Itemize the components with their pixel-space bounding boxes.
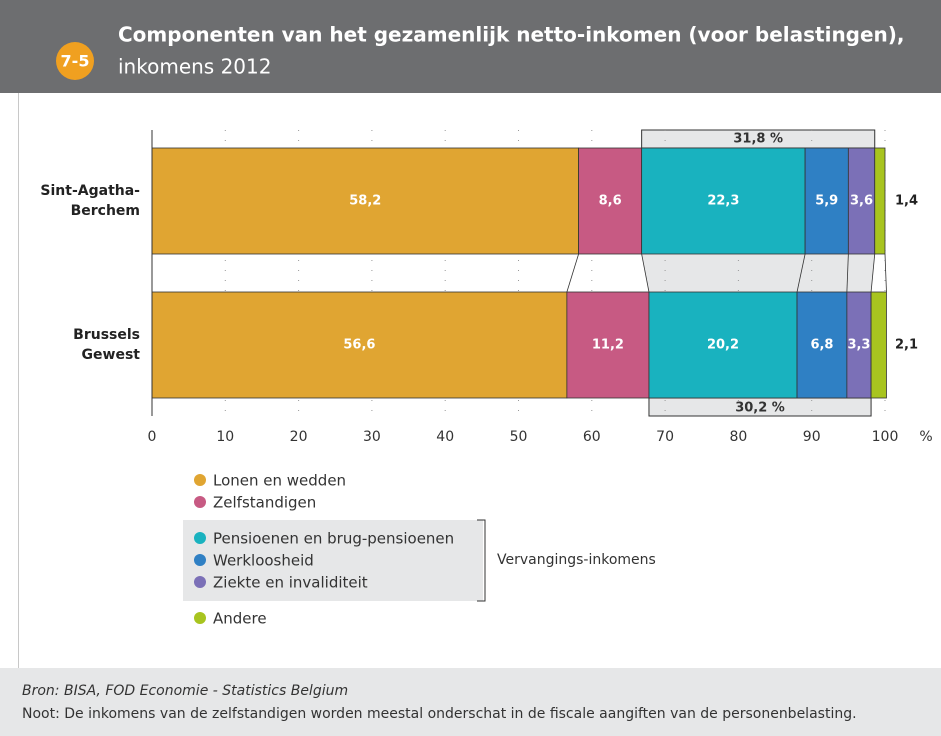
legend-label: Lonen en wedden xyxy=(213,472,346,490)
legend-label: Werkloosheid xyxy=(213,552,314,570)
value-label: 6,8 xyxy=(810,338,833,353)
x-tick-label: 20 xyxy=(290,429,308,445)
bar-segment xyxy=(804,147,849,255)
x-tick-label: 70 xyxy=(656,429,674,445)
x-tick-label: 80 xyxy=(729,429,747,445)
group-connector xyxy=(641,254,875,292)
chart-subtitle: inkomens 2012 xyxy=(118,55,271,79)
value-label: 22,3 xyxy=(707,194,739,209)
bar-segment xyxy=(648,291,798,399)
connector xyxy=(641,253,650,293)
header-band xyxy=(0,0,941,93)
chart-title: Componenten van het gezamenlijk netto-in… xyxy=(118,23,905,47)
value-label: 3,6 xyxy=(850,194,873,209)
legend-bracket xyxy=(477,519,486,602)
legend-label: Zelfstandigen xyxy=(213,494,316,512)
connector xyxy=(566,253,579,293)
x-tick-label: 50 xyxy=(510,429,528,445)
bar-segment xyxy=(566,291,650,399)
x-tick-label: 10 xyxy=(216,429,234,445)
legend-swatch xyxy=(194,576,206,588)
value-label: 20,2 xyxy=(707,338,739,353)
x-tick-label: 90 xyxy=(803,429,821,445)
connector xyxy=(884,253,887,293)
value-label: 8,6 xyxy=(599,194,622,209)
footer-band xyxy=(0,668,941,736)
legend-swatch xyxy=(194,612,206,624)
legend-label: Andere xyxy=(213,610,267,628)
connector xyxy=(846,253,849,293)
legend-group-label: Vervangings-inkomens xyxy=(497,552,656,568)
value-label: 11,2 xyxy=(592,338,624,353)
x-tick-label: 60 xyxy=(583,429,601,445)
legend-swatch xyxy=(194,532,206,544)
x-tick-label: 100 xyxy=(872,429,899,445)
connector xyxy=(870,253,876,293)
value-label: 2,1 xyxy=(895,338,918,353)
legend-label: Ziekte en invaliditeit xyxy=(213,574,368,592)
value-label: 58,2 xyxy=(349,194,381,209)
legend-swatch xyxy=(194,496,206,508)
x-tick-label: 40 xyxy=(436,429,454,445)
value-label: 3,3 xyxy=(847,338,870,353)
badge-text: 7-5 xyxy=(61,52,90,71)
bar-segment xyxy=(847,147,876,255)
left-border xyxy=(18,93,19,668)
bar-segment xyxy=(874,147,886,255)
bar-segment xyxy=(846,291,872,399)
source: Bron: BISA, FOD Economie - Statistics Be… xyxy=(22,683,348,699)
badge xyxy=(56,42,94,80)
legend-swatch xyxy=(194,554,206,566)
value-label: 1,4 xyxy=(895,194,918,209)
group-total-label: 31,8 % xyxy=(733,132,783,147)
bar-segment xyxy=(641,147,806,255)
bar-segment xyxy=(578,147,643,255)
bar-segment xyxy=(870,291,887,399)
connector xyxy=(796,253,806,293)
group-total-label: 30,2 % xyxy=(735,401,785,416)
note: Noot: De inkomens van de zelfstandigen w… xyxy=(22,706,857,722)
legend-label: Pensioenen en brug-pensioenen xyxy=(213,530,454,548)
x-unit: % xyxy=(919,429,932,445)
legend-swatch xyxy=(194,474,206,486)
bar-segment xyxy=(151,291,568,399)
value-label: 56,6 xyxy=(343,338,375,353)
category-label: Sint-Agatha-Berchem xyxy=(40,183,140,219)
legend-group-box xyxy=(183,520,483,601)
value-label: 5,9 xyxy=(815,194,838,209)
category-label: Brussels Gewest xyxy=(73,327,140,363)
x-tick-label: 0 xyxy=(148,429,157,445)
x-tick-label: 30 xyxy=(363,429,381,445)
